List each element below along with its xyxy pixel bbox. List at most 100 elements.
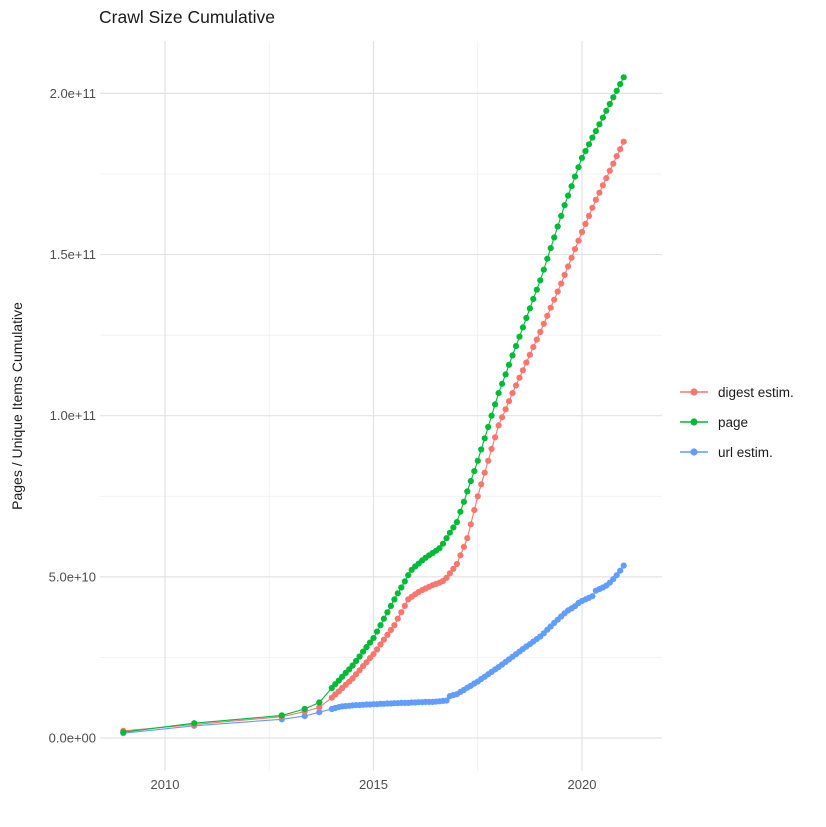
- data-point: [373, 628, 381, 635]
- data-point: [582, 220, 589, 227]
- data-point: [589, 593, 596, 600]
- data-point: [356, 653, 363, 660]
- data-point: [377, 622, 384, 629]
- data-point: [467, 478, 474, 485]
- data-point: [606, 167, 613, 174]
- data-point: [544, 255, 551, 262]
- data-point: [575, 164, 582, 171]
- legend-item-digest-estim: digest estim.: [678, 377, 794, 407]
- data-point: [551, 296, 558, 303]
- data-point: [457, 508, 464, 515]
- data-point: [610, 94, 617, 101]
- data-point: [516, 333, 523, 340]
- data-point: [349, 675, 356, 682]
- data-point: [387, 626, 394, 634]
- data-point: [502, 371, 509, 378]
- data-point: [453, 519, 460, 526]
- data-point: [582, 148, 589, 155]
- data-point: [519, 367, 527, 374]
- data-point: [436, 545, 443, 552]
- data-point: [278, 712, 285, 719]
- y-tick-label: 2.0e+11: [50, 86, 96, 101]
- data-point: [394, 590, 401, 597]
- axis-tick-labels: 2010 2015 2020 0.0e+00 5.0e+10 1.0e+11 1.5e+11…: [49, 86, 597, 792]
- data-point: [565, 263, 572, 270]
- data-point: [568, 183, 575, 190]
- data-point: [565, 192, 572, 199]
- data-point: [495, 422, 502, 429]
- data-point: [398, 584, 405, 591]
- data-point: [578, 154, 586, 161]
- data-point: [443, 574, 450, 581]
- data-point: [505, 361, 513, 368]
- series-url-estim: [120, 562, 627, 737]
- data-point: [460, 498, 467, 505]
- gridlines-minor: [100, 41, 662, 771]
- legend-key-digest-icon: [680, 388, 708, 396]
- legend-label: digest estim.: [718, 384, 794, 400]
- data-point: [613, 87, 620, 94]
- data-point: [558, 212, 565, 219]
- data-point: [394, 615, 401, 622]
- data-point: [509, 390, 516, 397]
- data-point: [533, 336, 540, 343]
- data-point: [450, 565, 457, 572]
- data-point: [537, 328, 544, 335]
- data-point: [443, 697, 450, 704]
- data-point: [530, 295, 537, 303]
- data-point: [547, 245, 554, 252]
- data-point: [380, 636, 387, 643]
- data-point: [316, 709, 323, 716]
- data-point: [488, 445, 495, 452]
- data-point: [366, 639, 374, 646]
- data-point: [485, 423, 492, 431]
- data-point: [360, 648, 367, 655]
- data-point: [467, 521, 474, 528]
- data-point: [617, 567, 624, 574]
- series-digest-estim: [120, 138, 627, 735]
- legend-item-url-estim: url estim.: [678, 437, 794, 467]
- data-point: [316, 699, 323, 706]
- data-point: [387, 602, 394, 610]
- data-point: [610, 160, 617, 167]
- data-point: [596, 189, 603, 196]
- data-point: [540, 266, 547, 273]
- data-point: [488, 412, 495, 419]
- data-point: [316, 704, 323, 711]
- data-point: [589, 204, 596, 211]
- y-tick-label: 1.0e+11: [50, 408, 96, 423]
- data-point: [485, 457, 492, 464]
- x-tick-label: 2015: [359, 777, 388, 792]
- data-point: [526, 305, 534, 312]
- data-point: [617, 81, 624, 88]
- data-point: [512, 343, 520, 350]
- data-point: [551, 234, 558, 241]
- data-point: [578, 228, 586, 236]
- data-point: [516, 374, 523, 381]
- data-point: [439, 540, 447, 547]
- y-tick-label: 0.0e+00: [49, 731, 96, 746]
- data-point: [474, 457, 481, 464]
- data-point: [606, 100, 613, 108]
- data-point: [384, 631, 391, 639]
- data-point: [603, 107, 610, 114]
- data-point: [120, 729, 127, 736]
- data-point: [571, 173, 579, 180]
- data-point: [370, 635, 377, 642]
- data-point: [391, 596, 398, 603]
- data-point: [533, 286, 540, 293]
- data-point: [519, 324, 527, 331]
- data-point: [499, 414, 506, 421]
- data-point: [613, 153, 620, 160]
- data-point: [592, 128, 600, 135]
- data-point: [596, 121, 603, 128]
- data-point: [585, 212, 593, 219]
- data-point: [446, 529, 453, 536]
- data-point: [530, 344, 537, 351]
- data-point: [575, 237, 582, 244]
- data-point: [373, 646, 381, 653]
- data-point: [478, 481, 485, 488]
- data-point: [526, 351, 534, 358]
- legend-key-page-icon: [680, 418, 708, 426]
